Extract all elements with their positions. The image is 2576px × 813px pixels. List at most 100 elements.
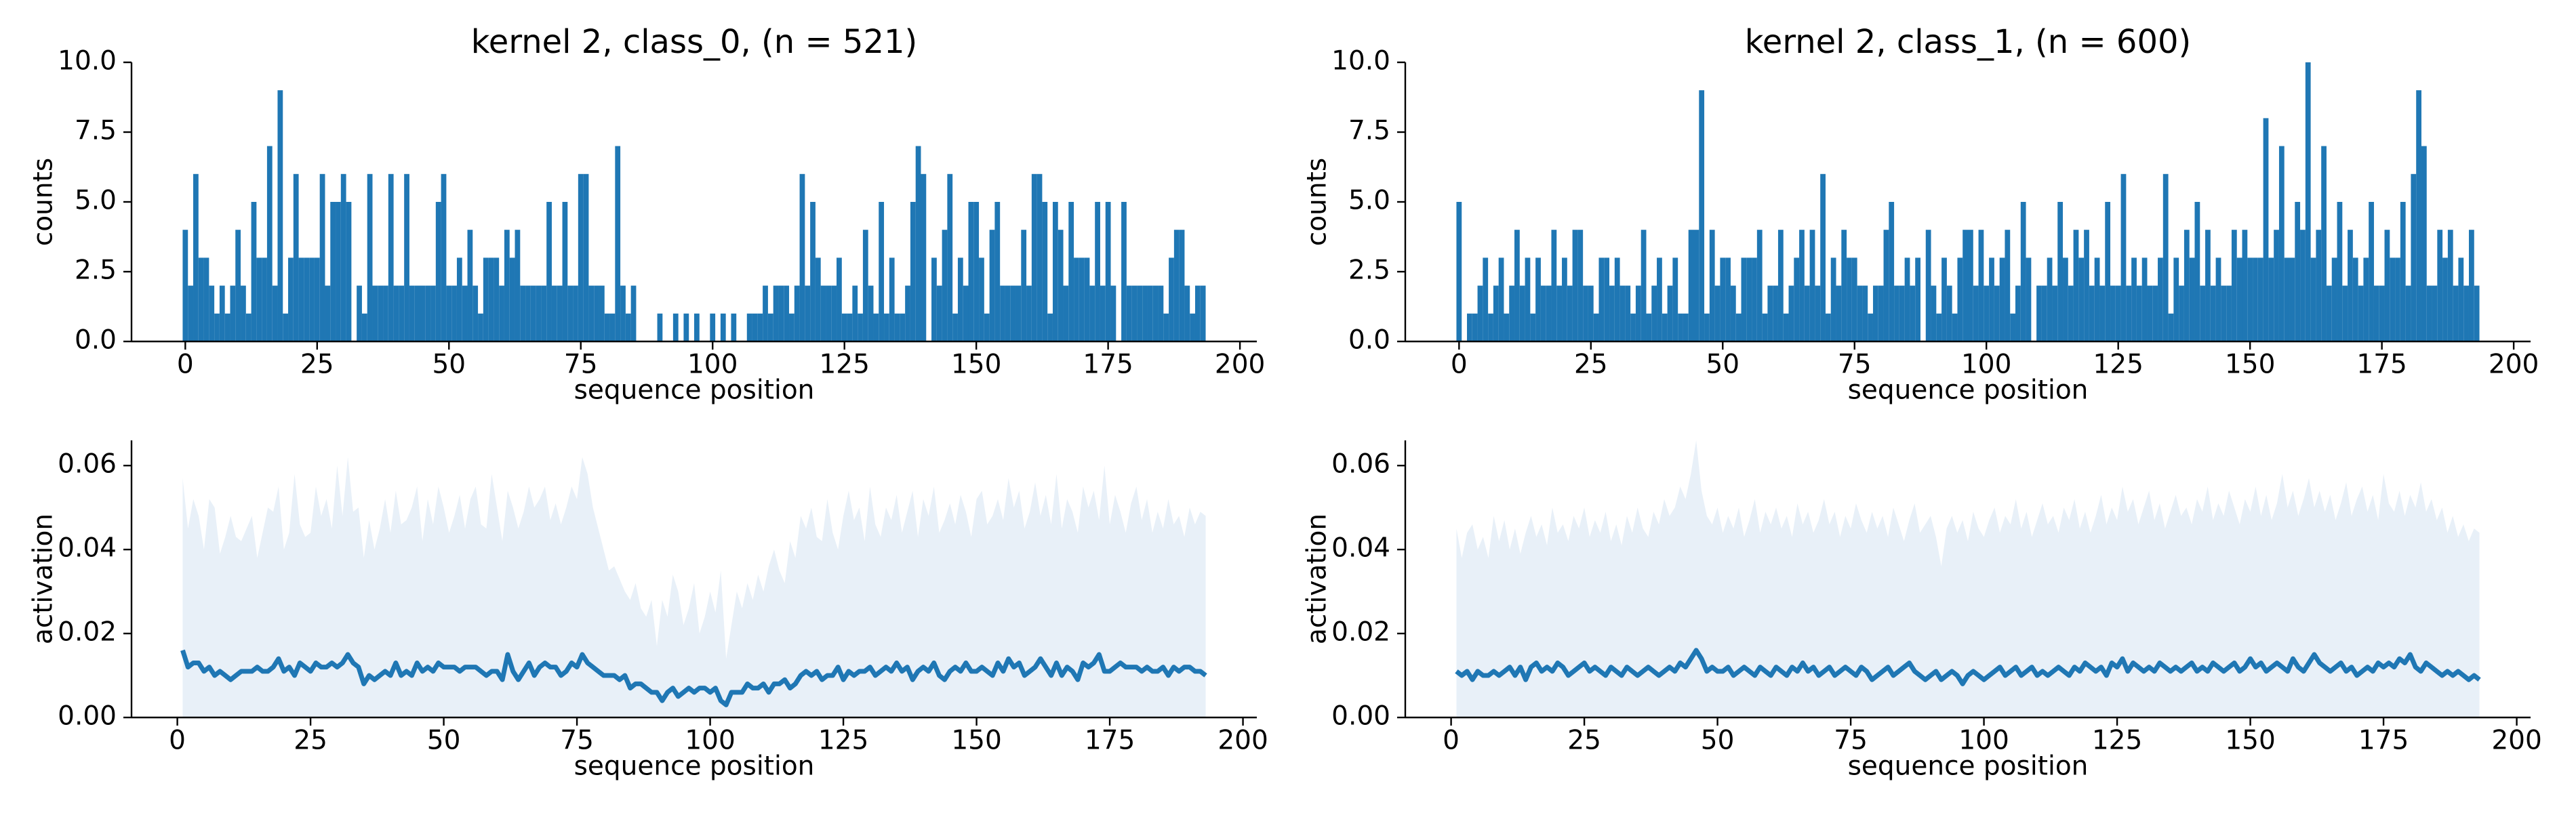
x-tick-label: 0 [1451,350,1468,380]
bar [1456,202,1462,341]
bar [1504,313,1510,341]
bar [2110,285,2116,341]
bar [430,285,436,341]
bar [620,285,626,341]
x-tick-label: 100 [685,726,735,756]
bar [1137,285,1143,341]
bar [1862,285,1868,341]
bar [815,257,821,341]
bar [209,285,215,341]
bar [694,313,700,341]
bar [2105,202,2111,341]
bar [2369,202,2374,341]
bar [1651,285,1657,341]
x-tick-label: 100 [687,350,738,380]
bar [837,257,842,341]
x-tick-label: 50 [427,726,461,756]
bar [2089,285,2095,341]
y-tick-label: 0.00 [58,701,117,732]
x-tick-label: 50 [432,350,466,380]
bar [963,285,969,341]
bar [2358,285,2364,341]
bar [293,173,299,341]
bar [2126,285,2132,341]
bar [2210,285,2216,341]
bar [1978,230,1984,341]
bar [414,285,420,341]
bar [805,285,811,341]
bar [1079,257,1085,341]
bar [525,285,531,341]
bar [2437,230,2443,341]
bar [1074,257,1079,341]
bar [357,285,362,341]
bar [2395,257,2400,341]
bar [2363,257,2369,341]
bar [1730,285,1736,341]
bar [1667,285,1673,341]
bar [1989,257,1994,341]
bar [2057,202,2064,341]
x-axis-label: sequence position [1848,751,2089,782]
bar [1678,313,1683,341]
bar [973,202,980,341]
y-tick-label: 0.0 [75,325,117,356]
bar [1493,285,1499,341]
bar [778,285,784,341]
bar [657,313,663,341]
bar [283,313,289,341]
bar [1519,285,1525,341]
bar [330,202,336,341]
x-axis-label: sequence position [574,375,815,406]
bar [2316,230,2322,341]
x-tick-label: 150 [2225,726,2275,756]
y-tick-label: 0.04 [58,533,117,564]
bar [2152,285,2158,341]
x-tick-label: 125 [818,726,868,756]
bar [931,257,937,341]
bar [1883,230,1889,341]
bar [2458,257,2464,341]
bar [847,313,853,341]
x-tick-label: 200 [2489,350,2539,380]
x-axis-label: sequence position [574,751,815,782]
bar [1999,257,2005,341]
bar [1746,257,1752,341]
bar [2384,230,2390,341]
bar [1825,313,1831,341]
bar [2226,285,2232,341]
bar [1830,257,1836,341]
bar [746,313,752,341]
bar [2236,257,2242,341]
bar [494,257,500,341]
y-tick-label: 7.5 [75,116,117,146]
bar [789,313,794,341]
bar [1540,285,1546,341]
bar [2421,146,2427,341]
bar [2221,285,2227,341]
bar [862,230,868,341]
bar [1152,285,1159,341]
bar [1799,230,1805,341]
bar [2278,146,2285,341]
bar [1530,313,1536,341]
bar [546,202,552,341]
bar [198,257,204,341]
bar [425,285,431,341]
bar [604,313,610,341]
bar [1063,285,1069,341]
bar [1762,313,1768,341]
bar [1598,257,1605,341]
bar [1194,285,1201,341]
bar [2068,285,2074,341]
y-tick-label: 0.06 [58,449,117,480]
bar [1756,230,1763,341]
bar [852,285,858,341]
bar [1783,313,1789,341]
bar [2305,62,2311,341]
bar [2173,257,2179,341]
bar [1200,285,1206,341]
bar [1788,285,1794,341]
bar [1142,285,1148,341]
bar [2295,202,2301,341]
